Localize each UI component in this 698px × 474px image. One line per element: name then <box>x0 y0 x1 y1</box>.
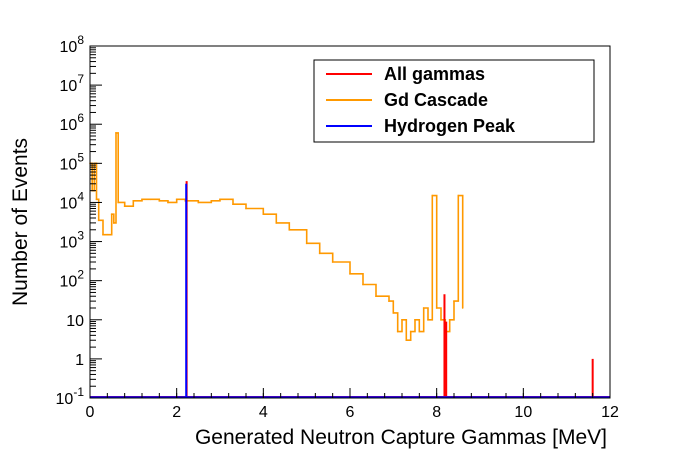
gd-cascade-point <box>141 198 143 201</box>
x-axis-title: Generated Neutron Capture Gammas [MeV] <box>195 426 607 449</box>
gd-cascade-point <box>97 219 100 222</box>
legend-label-hydrogen-peak: Hydrogen Peak <box>384 116 516 136</box>
gd-cascade-point <box>110 213 113 216</box>
gd-cascade-point <box>414 318 416 321</box>
gd-cascade-point <box>175 198 178 201</box>
gd-cascade-point <box>331 261 334 263</box>
y-tick-label: 107 <box>60 72 85 95</box>
gd-cascade-point <box>453 300 455 302</box>
legend: All gammas Gd Cascade Hydrogen Peak <box>313 59 595 143</box>
gd-cascade-point <box>245 207 247 210</box>
x-tick-label: 10 <box>514 404 532 421</box>
gd-cascade-point <box>409 330 412 333</box>
y-tick-label: 108 <box>60 33 85 56</box>
gd-cascade-point <box>102 233 104 236</box>
gd-cascade-point <box>405 339 408 342</box>
gd-cascade-point <box>115 132 117 134</box>
gd-cascade-point <box>457 194 460 197</box>
gd-cascade-point <box>461 307 464 309</box>
gd-cascade-point <box>167 201 169 204</box>
tick-layer: 0 2 4 6 8 10 12 10-1 1 10 102 103 104 105 106 107 108 <box>56 33 619 421</box>
gd-cascade-point <box>232 203 234 206</box>
gd-cascade-point <box>158 200 161 202</box>
gd-cascade-point <box>427 318 429 321</box>
gd-cascade-point <box>418 330 421 333</box>
gd-cascade-point <box>435 307 438 309</box>
gd-cascade-point <box>362 283 364 286</box>
gd-cascade-point <box>422 307 425 309</box>
gd-cascade-point <box>123 205 126 208</box>
gd-cascade-point <box>132 200 135 202</box>
y-tick-label: 1 <box>75 352 84 369</box>
x-tick-label: 6 <box>346 404 355 421</box>
gd-cascade-point <box>401 318 403 321</box>
y-tick-label: 10-1 <box>56 385 85 408</box>
gd-cascade-point <box>392 312 395 314</box>
y-tick-label: 104 <box>60 189 85 212</box>
x-tick-label: 0 <box>86 404 95 421</box>
gd-cascade-point <box>149 198 152 201</box>
gd-cascade-point <box>431 194 434 197</box>
legend-label-gd-cascade: Gd Cascade <box>384 90 488 110</box>
x-tick-label: 4 <box>259 404 268 421</box>
gd-cascade-point <box>396 330 399 333</box>
x-tick-label: 2 <box>172 404 181 421</box>
gd-cascade-point <box>288 228 291 231</box>
gd-cascade-point <box>117 201 119 204</box>
gd-cascade-point <box>440 318 442 321</box>
gd-cascade-line <box>90 132 464 341</box>
y-tick-label: 105 <box>60 150 85 173</box>
gd-cascade-point <box>262 213 265 216</box>
y-tick-label: 10 <box>66 313 84 330</box>
gd-cascade-point <box>106 233 109 236</box>
x-tick-label: 12 <box>601 404 619 421</box>
gd-cascade-point <box>349 272 351 275</box>
y-tick-label: 103 <box>60 229 85 252</box>
legend-label-all-gammas: All gammas <box>384 64 485 84</box>
gd-cascade-point <box>318 252 321 255</box>
gd-cascade-point <box>448 318 451 321</box>
gd-cascade-point <box>219 198 221 201</box>
y-axis-title: Number of Events <box>9 138 32 306</box>
gd-cascade-point <box>197 201 200 204</box>
gd-cascade-point <box>375 295 377 298</box>
gd-cascade-point <box>95 198 98 201</box>
y-tick-label: 102 <box>60 268 85 291</box>
gd-cascade-point <box>305 242 308 245</box>
x-tick-label: 8 <box>432 404 441 421</box>
y-tick-label: 106 <box>60 111 85 134</box>
gd-cascade-point <box>275 222 278 224</box>
gd-cascade-point <box>388 300 390 302</box>
gd-cascade-point <box>113 222 115 224</box>
gd-cascade-point <box>210 200 213 202</box>
